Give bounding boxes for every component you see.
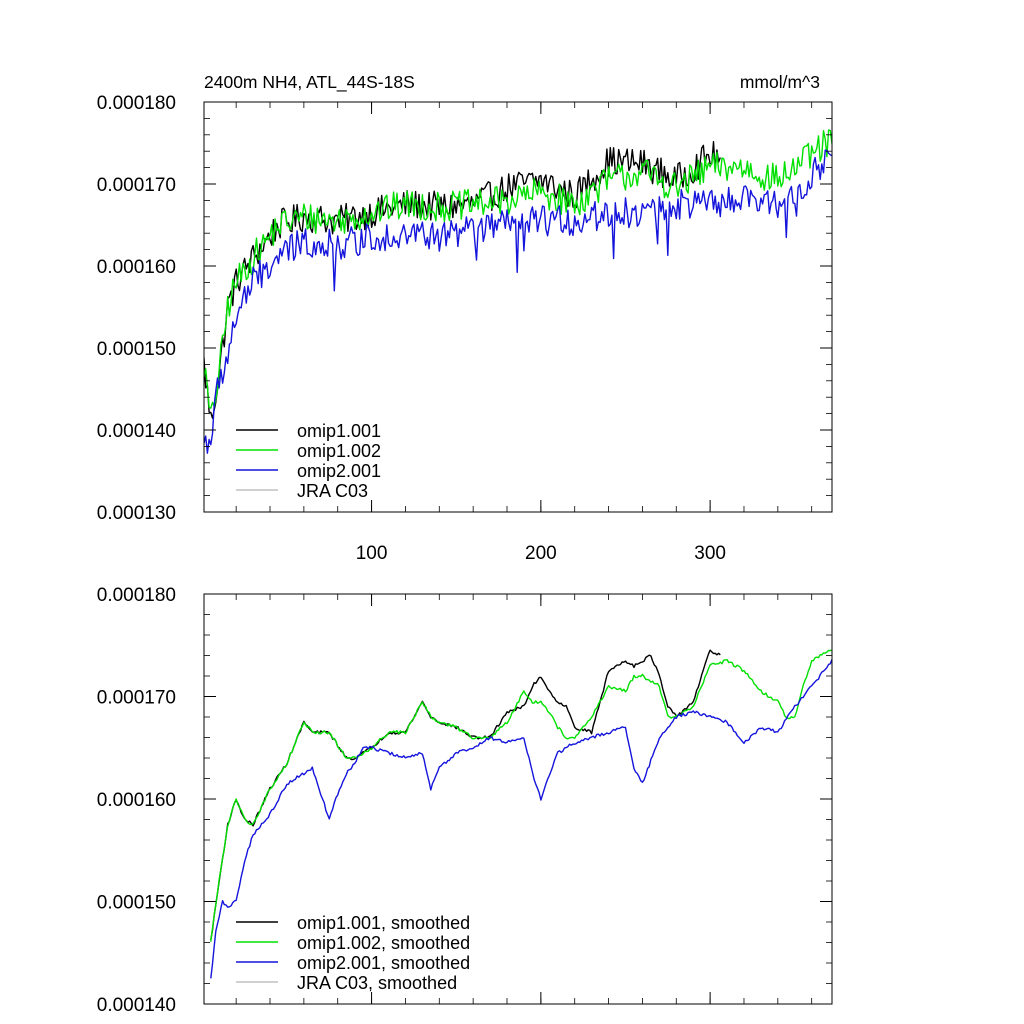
y-tick-label: 0.000150 [97, 893, 176, 914]
y-tick-label: 0.000140 [97, 995, 176, 1016]
legend-label: omip1.001 [297, 421, 381, 441]
legend-label: JRA C03, smoothed [297, 973, 457, 993]
legend-label: omip1.002, smoothed [297, 933, 470, 953]
series-line-omip1-002 [204, 129, 832, 409]
chart-panel-2: 0.000140 0.000150 0.000160 0.000170 0.000180… [97, 585, 833, 1016]
y-tick-label: 0.000140 [97, 421, 176, 442]
plot-frame [203, 101, 833, 513]
x-tick-label: 100 [356, 543, 388, 564]
x-tick-label: 200 [525, 543, 557, 564]
series-line-omip1-001-smoothed [210, 649, 721, 940]
y-tick-label: 0.000170 [97, 688, 176, 709]
y-tick-label: 0.000180 [97, 585, 176, 606]
legend-label: omip2.001, smoothed [297, 953, 470, 973]
chart-panel-1: 0.000130 0.000140 0.000150 0.000160 0.000170… [97, 72, 833, 564]
series-line-omip1-002-smoothed [210, 649, 832, 942]
chart-title: 2400m NH4, ATL_44S-18S [204, 72, 415, 93]
y-tick-label: 0.000160 [97, 257, 176, 278]
y-tick-label: 0.000170 [97, 175, 176, 196]
legend-label: JRA C03 [297, 481, 368, 501]
legend-label: omip2.001 [297, 461, 381, 481]
legend-label: omip1.001, smoothed [297, 913, 470, 933]
x-tick-label: 300 [694, 543, 726, 564]
y-tick-label: 0.000150 [97, 339, 176, 360]
y-tick-label: 0.000160 [97, 790, 176, 811]
series-line-omip2-001 [204, 149, 832, 454]
y-tick-label: 0.000130 [97, 503, 176, 524]
series-line-omip1-001 [204, 140, 721, 419]
series-line-omip2-001-smoothed [210, 659, 832, 979]
chart-units: mmol/m^3 [740, 72, 820, 92]
legend-label: omip1.002 [297, 441, 381, 461]
y-tick-label: 0.000180 [97, 93, 176, 114]
